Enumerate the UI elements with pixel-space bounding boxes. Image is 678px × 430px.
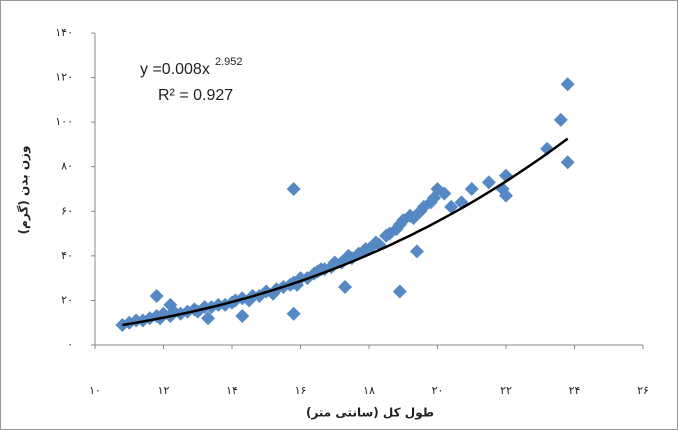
point: [553, 112, 568, 127]
point: [338, 280, 353, 295]
point: [235, 309, 250, 324]
point: [437, 186, 452, 201]
x-tick-label: ۱۴: [226, 384, 238, 397]
y-tick-label: ۲۰: [61, 293, 73, 306]
point: [444, 199, 459, 214]
point: [392, 284, 407, 299]
x-tick-label: ۲۴: [569, 384, 581, 397]
x-tick-label: ۱۰: [89, 384, 101, 397]
point: [409, 244, 424, 259]
r-squared: R² = 0.927: [158, 87, 233, 104]
point: [149, 288, 164, 303]
x-axis-label: طول کل (سانتی متر): [306, 406, 434, 421]
y-tick-label: ۴۰: [61, 249, 73, 262]
x-tick-label: ۲۶: [637, 384, 649, 397]
y-axis-label: وزن بدن (گرم): [17, 146, 32, 235]
point: [464, 182, 479, 196]
x-tick-label: ۱۸: [363, 384, 375, 397]
x-tick-label: ۲۲: [500, 384, 512, 397]
x-tick-label: ۲۰: [432, 384, 444, 397]
y-tick-label: ۱۲۰: [55, 71, 73, 84]
y-tick-label: ۱۴۰: [55, 26, 73, 39]
trendline: [122, 137, 569, 327]
y-tick-label: ۱۰۰: [55, 115, 73, 128]
x-tick-label: ۱۲: [158, 384, 170, 397]
point: [286, 182, 301, 196]
point: [560, 155, 575, 170]
equation: y =0.008x: [140, 61, 210, 78]
point: [481, 175, 496, 190]
y-tick-label: ۸۰: [61, 160, 73, 173]
point: [286, 306, 301, 321]
point: [499, 188, 513, 203]
equation-exponent: 2.952: [215, 56, 243, 68]
y-tick-label: ۶۰: [61, 204, 73, 217]
point: [201, 311, 216, 326]
point: [560, 77, 575, 92]
point: [163, 297, 178, 312]
y-tick-label: ۰: [67, 338, 73, 351]
x-tick-label: ۱۶: [295, 384, 307, 397]
